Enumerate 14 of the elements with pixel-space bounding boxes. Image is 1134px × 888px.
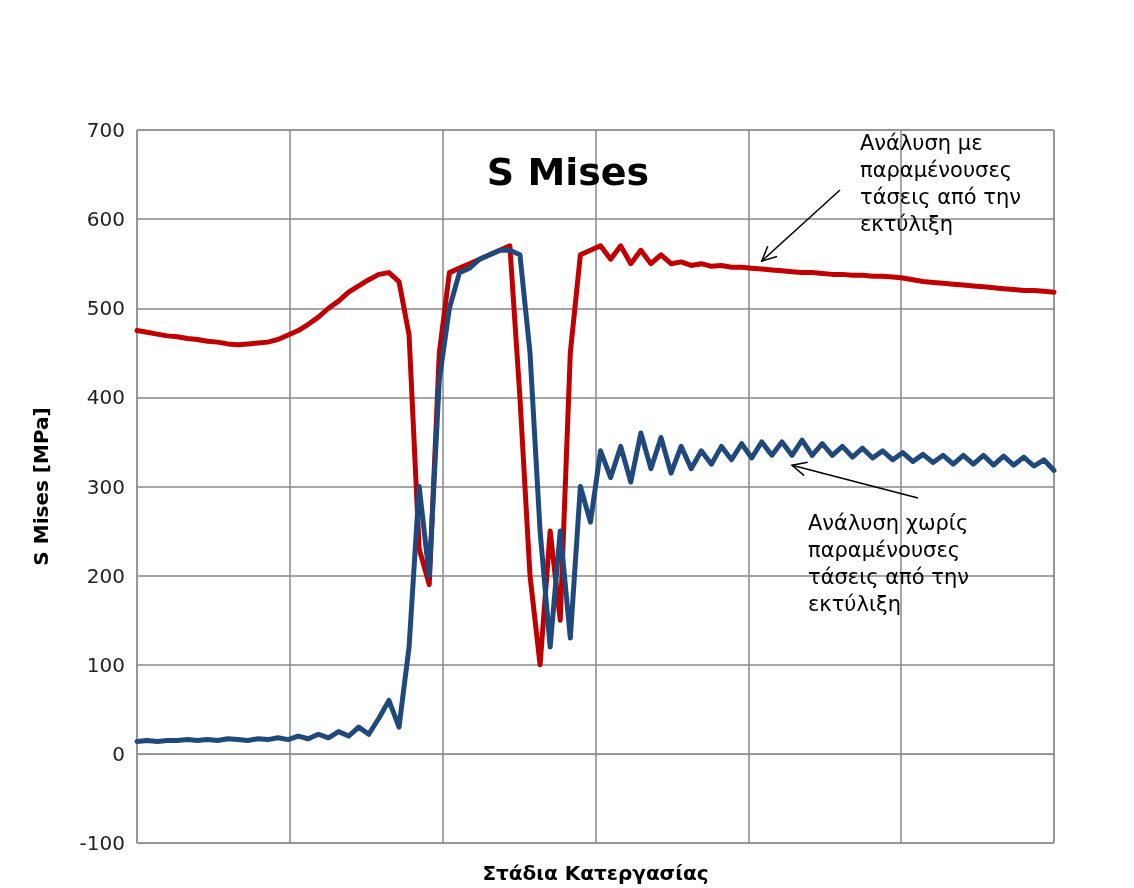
y-tick-label: 600	[86, 207, 125, 232]
y-tick-label: 100	[86, 652, 125, 677]
y-axis-title: S Mises [MPa]	[29, 407, 53, 566]
y-tick-label: 300	[86, 474, 125, 499]
y-tick-label: 400	[86, 385, 125, 410]
y-tick-label: 700	[86, 118, 125, 142]
text: Ανάλυση χωρίς παραμένουσες τάσεις από την εκτύλιξη	[808, 510, 970, 618]
y-tick-label: 200	[86, 563, 125, 588]
y-tick-label: 500	[86, 296, 125, 321]
x-axis-title: Στάδια Κατεργασίας	[482, 861, 709, 885]
text: S Mises	[486, 150, 650, 194]
y-tick-label: 0	[112, 741, 125, 766]
y-tick-label: -100	[79, 831, 125, 855]
series-label: Ανάλυση με παραμένουσες τάσεις από την εκτύλιξη	[860, 130, 1022, 238]
